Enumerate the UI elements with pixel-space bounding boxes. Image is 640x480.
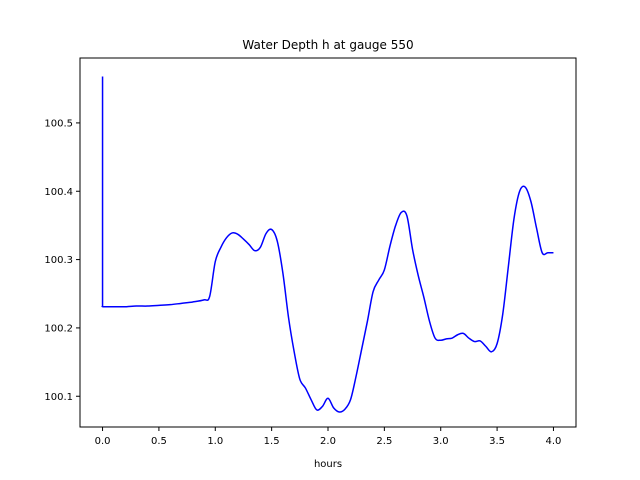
plot-frame xyxy=(79,57,577,428)
x-tick-label: 0.5 xyxy=(151,436,167,447)
y-tick-label: 100.1 xyxy=(44,392,73,403)
y-axis-ticks: 100.1 100.2 100.3 100.4 100.5 xyxy=(44,118,80,403)
y-tick-label: 100.2 xyxy=(44,323,73,334)
x-tick-label: 1.5 xyxy=(264,436,280,447)
series-layer xyxy=(101,76,554,413)
x-axis-ticks: 0.0 0.5 1.0 1.5 2.0 2.5 3.0 3.5 4.0 xyxy=(95,427,562,447)
x-tick-label: 2.0 xyxy=(320,436,336,447)
x-tick-label: 2.5 xyxy=(376,436,392,447)
chart-title: Water Depth h at gauge 550 xyxy=(242,38,413,52)
y-tick-label: 100.3 xyxy=(44,255,73,266)
series-line xyxy=(101,76,554,413)
x-tick-label: 3.0 xyxy=(433,436,449,447)
x-tick-label: 4.0 xyxy=(546,436,562,447)
x-tick-label: 0.0 xyxy=(95,436,111,447)
x-tick-label: 1.0 xyxy=(207,436,223,447)
x-tick-label: 3.5 xyxy=(489,436,505,447)
y-tick-label: 100.5 xyxy=(44,118,73,129)
plot-background xyxy=(80,58,576,427)
x-axis-label: hours xyxy=(314,459,342,470)
y-tick-label: 100.4 xyxy=(44,187,73,198)
